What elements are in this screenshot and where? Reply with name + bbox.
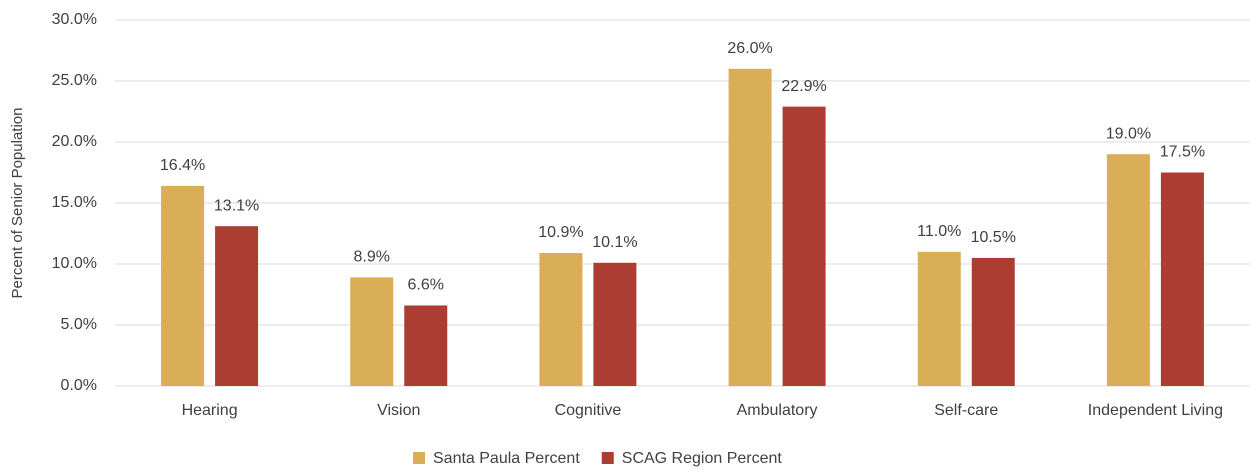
x-tick-label: Ambulatory: [737, 402, 818, 419]
legend-swatch: [413, 452, 425, 464]
bar: [1106, 154, 1150, 386]
y-tick-label: 5.0%: [61, 316, 97, 333]
y-tick-label: 10.0%: [52, 255, 97, 272]
value-label: 11.0%: [917, 223, 961, 240]
bar: [1160, 172, 1204, 386]
value-label: 8.9%: [354, 249, 390, 266]
bar: [971, 257, 1015, 386]
legend-label: SCAG Region Percent: [622, 450, 783, 467]
y-axis-label: Percent of Senior Population: [9, 108, 26, 299]
value-label: 16.4%: [160, 157, 205, 174]
x-tick-label: Vision: [377, 402, 420, 419]
value-label: 19.0%: [1106, 125, 1151, 142]
bar: [539, 253, 583, 386]
bar: [350, 277, 394, 386]
bar: [404, 305, 448, 386]
legend-label: Santa Paula Percent: [433, 450, 580, 467]
bar: [917, 251, 961, 386]
value-label: 26.0%: [727, 40, 772, 57]
x-tick-label: Independent Living: [1088, 402, 1223, 419]
value-label: 22.9%: [781, 78, 826, 95]
x-tick-label: Cognitive: [555, 402, 622, 419]
y-tick-label: 0.0%: [61, 377, 97, 394]
x-tick-label: Self-care: [934, 402, 998, 419]
value-label: 10.1%: [592, 234, 637, 251]
bar: [593, 262, 637, 386]
legend-swatch: [601, 452, 614, 464]
y-tick-label: 30.0%: [52, 11, 97, 28]
value-label: 10.5%: [971, 229, 1016, 246]
value-label: 10.9%: [538, 224, 583, 241]
bar: [215, 226, 259, 386]
y-tick-label: 20.0%: [52, 133, 97, 150]
value-label: 17.5%: [1160, 144, 1205, 161]
value-label: 13.1%: [214, 197, 259, 214]
y-tick-label: 25.0%: [52, 72, 97, 89]
x-tick-label: Hearing: [182, 402, 238, 419]
bar: [782, 106, 826, 387]
bar: [728, 68, 772, 387]
y-tick-label: 15.0%: [52, 194, 97, 211]
value-label: 6.6%: [408, 277, 444, 294]
bar: [161, 185, 205, 386]
